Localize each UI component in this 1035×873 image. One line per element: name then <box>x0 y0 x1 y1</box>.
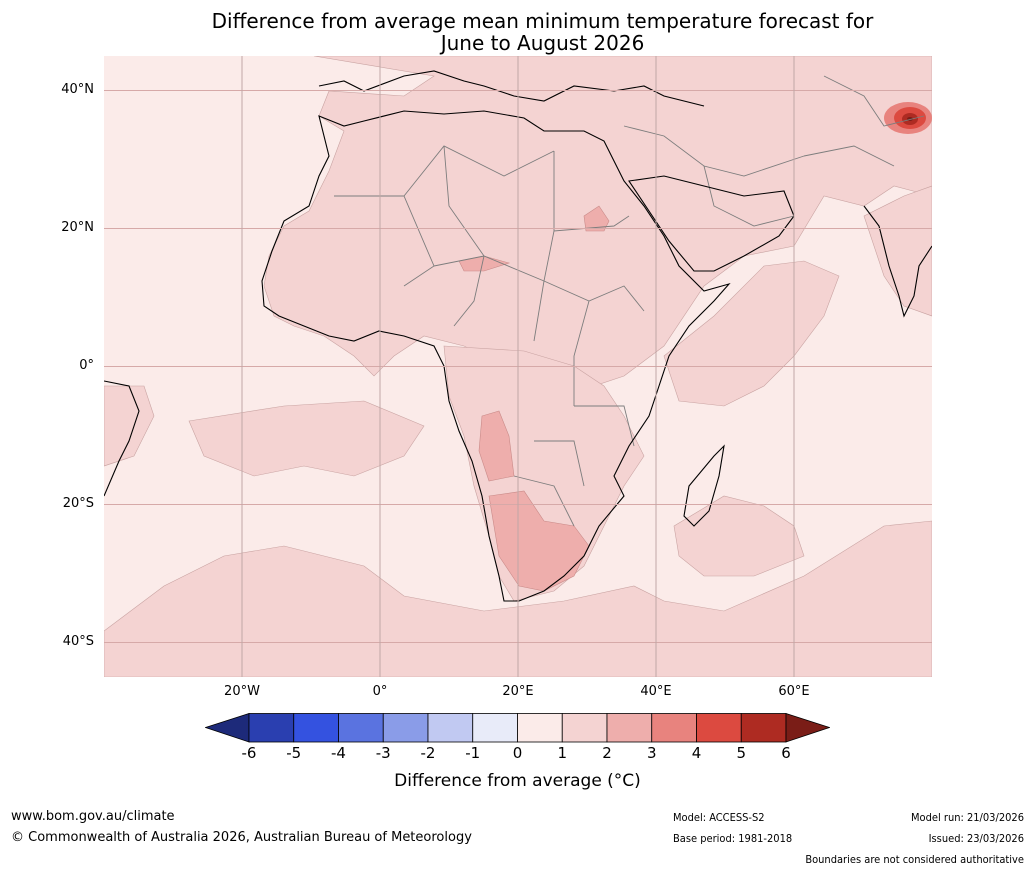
lat-label-20s: 20°S <box>62 496 94 511</box>
colorbar-tick-label: 4 <box>691 744 702 762</box>
region-southern-band <box>104 520 932 677</box>
lon-label-20w: 20°W <box>224 684 260 699</box>
colorbar-segment <box>472 713 518 743</box>
region-india <box>863 185 932 317</box>
colorbar-tick-label: 6 <box>781 744 791 762</box>
footer-issued: Issued: 23/03/2026 <box>928 832 1024 845</box>
colorbar-tick-label: -4 <box>331 744 346 762</box>
lat-label-40n: 40°N <box>61 82 94 97</box>
lon-label-40e: 40°E <box>640 684 672 699</box>
colorbar-segment <box>517 713 563 743</box>
south-america-coastline <box>104 380 140 497</box>
madagascar-coastline <box>683 444 725 527</box>
title-line-1: Difference from average mean minimum tem… <box>211 9 874 33</box>
lon-label-60e: 60°E <box>778 684 810 699</box>
lat-label-40s: 40°S <box>62 634 94 649</box>
colorbar-tick-label: 0 <box>512 744 523 762</box>
colorbar-segment <box>561 713 608 743</box>
region-west-atlantic <box>104 385 155 467</box>
map-canvas <box>104 56 932 677</box>
colorbar <box>205 713 830 743</box>
india-coastline <box>863 205 932 318</box>
colorbar-segment <box>382 713 429 743</box>
arabia-coastline <box>628 175 795 272</box>
colorbar-tick-label: -5 <box>286 744 302 762</box>
colorbar-extend-high <box>785 713 830 743</box>
forecast-map <box>104 56 932 677</box>
colorbar-segment <box>696 713 742 743</box>
footer-base-period: Base period: 1981-2018 <box>673 832 793 845</box>
region-indian-ocean <box>663 260 840 407</box>
colorbar-segment <box>651 713 697 743</box>
lon-label-0: 0° <box>372 684 388 699</box>
colorbar-segment <box>338 713 384 743</box>
colorbar-extend-low <box>205 713 250 743</box>
lat-label-20n: 20°N <box>61 220 94 235</box>
anomaly-2-3-regions <box>458 205 610 592</box>
chart-title: Difference from average mean minimum tem… <box>0 10 1035 54</box>
region-atlantic-band <box>188 400 425 477</box>
lat-label-0: 0° <box>79 358 94 373</box>
footer-model: Model: ACCESS-S2 <box>673 811 765 824</box>
colorbar-tick-label: 3 <box>646 744 657 762</box>
colorbar-tick-label: 5 <box>736 744 747 762</box>
region-central-south-africa <box>443 345 645 602</box>
colorbar-segment <box>740 713 787 743</box>
title-line-2: June to August 2026 <box>440 31 645 55</box>
colorbar-tick-label: 1 <box>557 744 568 762</box>
colorbar-tick-label: -2 <box>420 744 436 762</box>
region-madagascar-ocean <box>673 495 805 577</box>
graticule <box>104 56 932 677</box>
hotspot-high-anomaly <box>884 102 932 134</box>
footer-disclaimer: Boundaries are not considered authoritat… <box>805 853 1024 866</box>
lon-label-20e: 20°E <box>502 684 534 699</box>
colorbar-tick-label: -6 <box>241 744 257 762</box>
colorbar-tick-label: -3 <box>375 744 391 762</box>
footer-website: www.bom.gov.au/climate <box>11 809 175 824</box>
colorbar-segment <box>248 713 295 743</box>
colorbar-segment <box>293 713 339 743</box>
colorbar-tick-label: 2 <box>602 744 612 762</box>
colorbar-segment <box>606 713 653 743</box>
africa-coastline <box>261 110 731 602</box>
footer-copyright: © Commonwealth of Australia 2026, Austra… <box>11 830 472 845</box>
footer-model-run: Model run: 21/03/2026 <box>911 811 1024 824</box>
region-southern-africa-hot <box>488 490 590 592</box>
colorbar-tick-label: -1 <box>465 744 481 762</box>
colorbar-segment <box>427 713 474 743</box>
colorbar-title: Difference from average (°C) <box>394 771 641 791</box>
